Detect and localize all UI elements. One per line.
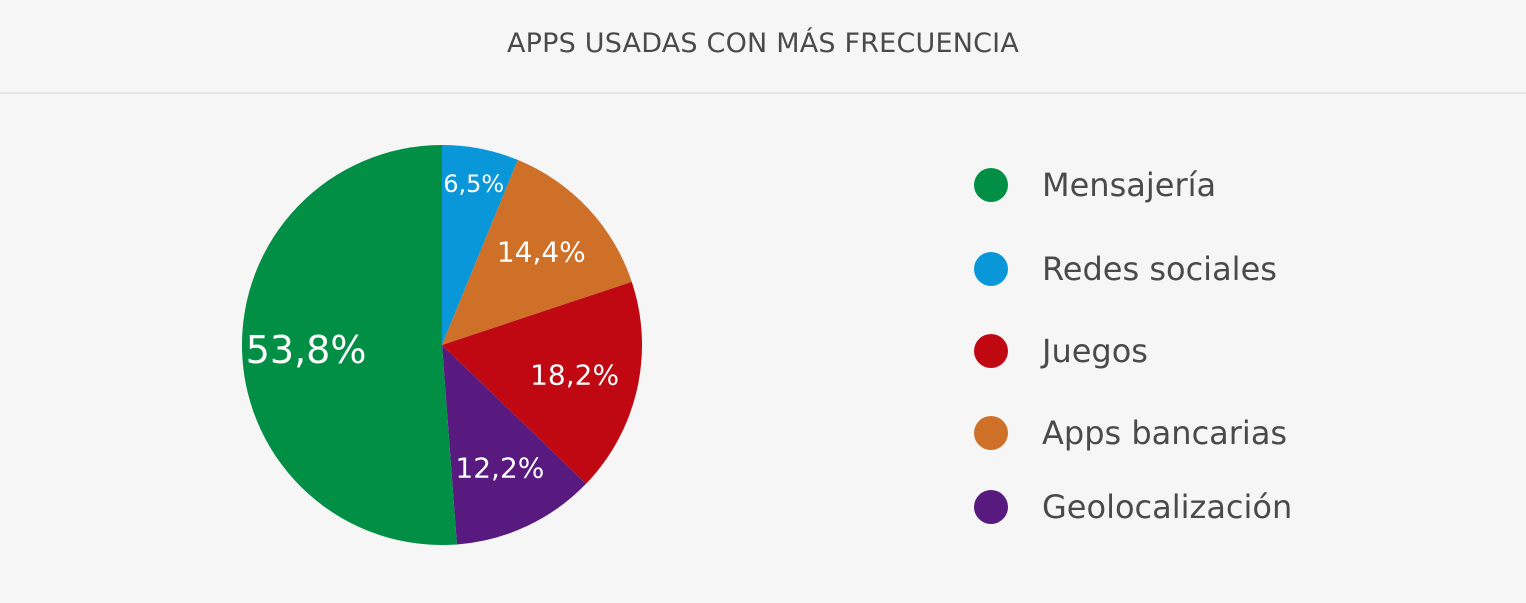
legend-dot-mensajeria [974,168,1008,202]
pie-slice-geolocalización [442,345,587,545]
chart-title: APPS USADAS CON MÁS FRECUENCIA [506,27,1019,59]
pie-label-juegos: 18,2% [530,359,619,392]
legend-label-mensajeria: Mensajería [1042,166,1217,204]
pie-label-geolocalización: 12,2% [455,452,544,485]
pie-slice-apps-bancarias [442,159,632,345]
pie-label-mensajería: 53,8% [246,328,367,372]
legend-label-juegos: Juegos [1042,332,1148,370]
pie-label-redes-sociales: 6,5% [443,170,504,198]
pie-slice-juegos [442,281,642,484]
legend-item-geolocalizacion: Geolocalización [974,482,1292,532]
legend-dot-juegos [974,334,1008,368]
chart-header: APPS USADAS CON MÁS FRECUENCIA [0,0,1526,94]
pie-slice-redes-sociales [442,145,518,345]
legend-item-redes-sociales: Redes sociales [974,244,1277,294]
legend-dot-redes-sociales [974,252,1008,286]
legend-dot-apps-bancarias [974,416,1008,450]
legend-item-juegos: Juegos [974,326,1148,376]
pie-label-apps-bancarias: 14,4% [497,236,586,269]
legend-label-redes-sociales: Redes sociales [1042,250,1277,288]
pie-slice-mensajería [241,144,457,545]
pie-chart: 6,5% 14,4% 18,2% 12,2% 53,8% [241,144,642,545]
legend-label-geolocalizacion: Geolocalización [1042,488,1293,526]
legend-item-apps-bancarias: Apps bancarias [974,408,1287,458]
legend-label-apps-bancarias: Apps bancarias [1042,414,1288,452]
legend-dot-geolocalizacion [974,490,1008,524]
legend-item-mensajeria: Mensajería [974,160,1216,210]
